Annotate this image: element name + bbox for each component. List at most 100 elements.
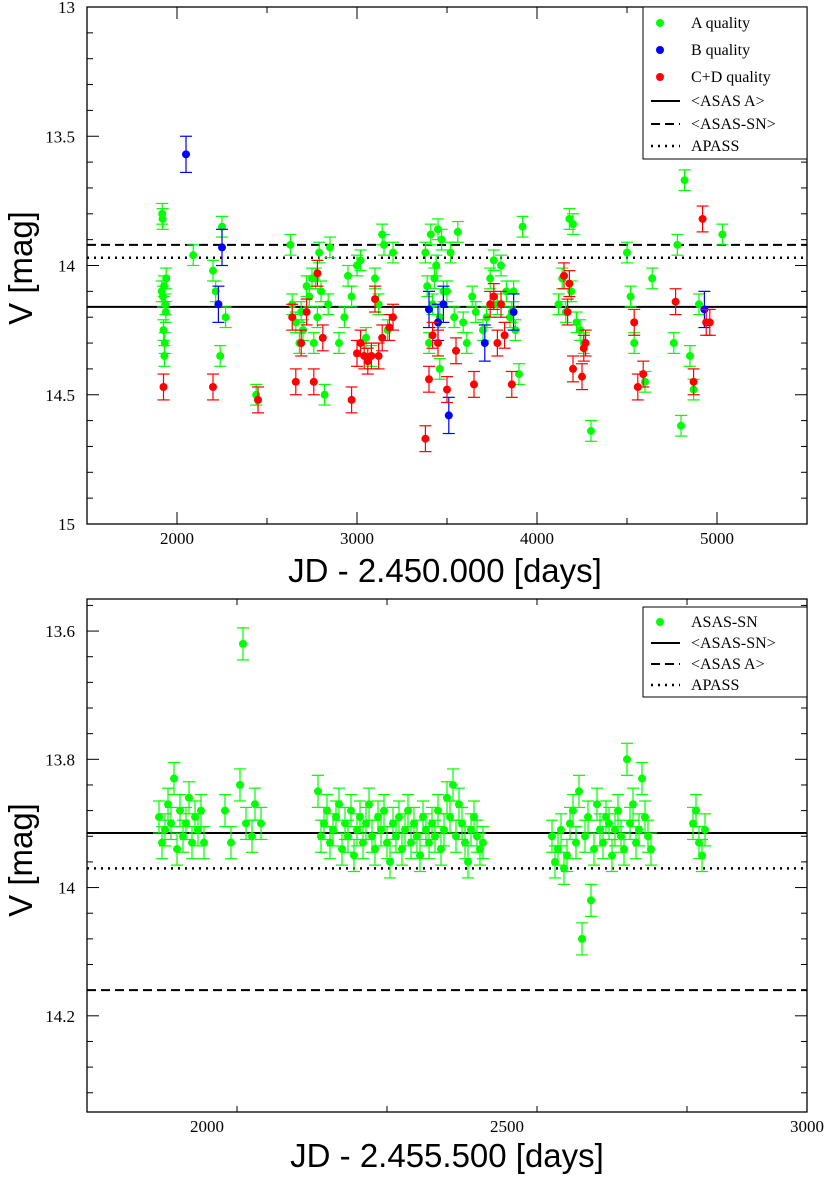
legend-mean-asassn: <ASAS-SN> <box>691 635 776 652</box>
asas-sn-marker <box>698 851 706 860</box>
a-quality-point <box>311 306 324 329</box>
asas-sn-marker <box>368 832 376 841</box>
asas-sn-marker <box>239 639 247 648</box>
asas-sn-marker <box>551 857 559 866</box>
asas-sn-point <box>363 787 375 821</box>
asas-sn-marker <box>314 787 322 796</box>
asas-sn-marker <box>380 806 388 815</box>
a-quality-marker <box>380 240 388 249</box>
asas-sn-point <box>312 774 324 809</box>
asas-sn-marker <box>428 819 436 828</box>
a-quality-point <box>156 208 169 230</box>
a-quality-point <box>448 306 461 329</box>
asas-sn-marker <box>407 838 415 847</box>
asas-sn-marker <box>479 838 487 847</box>
asas-sn-marker <box>695 838 703 847</box>
legend-asassn-marker <box>656 618 664 626</box>
asas-sn-marker <box>188 838 196 847</box>
asas-sn-marker <box>473 832 481 841</box>
c-d-quality-marker <box>698 214 707 223</box>
legend-cd-quality: C+D quality <box>691 69 771 86</box>
c-d-quality-marker <box>209 382 217 391</box>
c-d-quality-point <box>491 329 504 357</box>
c-d-quality-point <box>307 368 320 396</box>
asas-sn-point <box>627 787 639 821</box>
c-d-quality-point <box>295 329 308 357</box>
legend-b-quality-marker <box>656 46 664 54</box>
c-d-quality-point <box>577 334 590 362</box>
asas-sn-marker <box>365 800 373 809</box>
a-quality-marker <box>446 248 455 257</box>
a-quality-marker <box>648 274 657 283</box>
asas-sn-point <box>591 787 603 821</box>
a-quality-point <box>433 357 446 380</box>
a-quality-marker <box>211 287 220 296</box>
a-quality-marker <box>425 339 433 348</box>
asas-sn-point <box>624 806 636 841</box>
a-quality-marker <box>453 227 462 236</box>
asas-sn-marker <box>317 832 325 841</box>
asas-sn-point <box>414 838 426 873</box>
asas-sn-marker <box>410 819 418 828</box>
a-quality-point <box>338 306 351 329</box>
b-quality-point <box>180 135 192 174</box>
asas-sn-marker <box>452 832 460 841</box>
x-tick-label: 4000 <box>520 529 554 548</box>
c-d-quality-marker <box>565 279 574 288</box>
c-d-quality-marker <box>347 395 356 404</box>
c-d-quality-marker <box>489 292 498 301</box>
asas-sn-marker <box>341 819 349 828</box>
c-d-quality-marker <box>578 372 586 381</box>
a-quality-marker <box>344 271 352 280</box>
c-d-quality-marker <box>563 308 572 317</box>
asas-sn-point <box>606 838 618 873</box>
a-quality-marker <box>309 339 318 348</box>
top-legend: A quality B quality C+D quality <ASAS A>… <box>642 6 808 160</box>
a-quality-point <box>684 345 696 367</box>
asas-sn-marker <box>620 845 628 854</box>
legend-asas-sn: <ASAS-SN> <box>691 116 776 133</box>
a-quality-point <box>516 215 529 238</box>
c-d-quality-marker <box>560 271 568 280</box>
asas-sn-marker <box>179 832 187 841</box>
a-quality-marker <box>669 339 678 348</box>
asas-sn-point <box>165 806 177 841</box>
a-quality-point <box>209 280 222 303</box>
a-quality-point <box>207 259 219 282</box>
legend-b-quality: B quality <box>691 42 750 59</box>
asas-sn-marker <box>443 793 451 802</box>
asas-sn-marker <box>401 825 409 834</box>
a-quality-marker <box>209 266 217 275</box>
a-quality-marker <box>437 235 446 244</box>
asas-sn-marker <box>437 845 445 854</box>
b-quality-marker <box>444 411 453 420</box>
a-quality-marker <box>324 300 333 309</box>
c-d-quality-marker <box>367 351 376 360</box>
asas-sn-marker <box>236 780 244 789</box>
a-quality-marker <box>432 261 441 270</box>
c-d-quality-marker <box>639 370 648 379</box>
asas-sn-marker <box>602 813 610 822</box>
a-quality-point <box>487 249 500 272</box>
y-tick-label: 15 <box>58 515 75 534</box>
a-quality-marker <box>340 313 349 322</box>
asas-sn-marker <box>449 780 457 789</box>
c-d-quality-point <box>316 324 329 352</box>
a-quality-point <box>322 293 335 316</box>
c-d-quality-point <box>669 288 682 316</box>
c-d-quality-point <box>563 270 576 298</box>
asas-sn-marker <box>185 793 193 802</box>
asas-sn-marker <box>173 845 181 854</box>
asas-sn-marker <box>425 838 433 847</box>
a-quality-point <box>671 233 684 256</box>
a-quality-point <box>378 233 390 256</box>
legend-a-quality-marker <box>656 19 664 27</box>
asas-sn-marker <box>227 838 235 847</box>
a-quality-point <box>387 241 399 264</box>
asas-sn-marker <box>170 774 178 783</box>
c-d-quality-point <box>369 285 381 313</box>
asas-sn-marker <box>641 813 649 822</box>
asas-sn-point <box>357 826 369 860</box>
a-quality-point <box>621 241 633 264</box>
a-quality-point <box>567 213 579 236</box>
